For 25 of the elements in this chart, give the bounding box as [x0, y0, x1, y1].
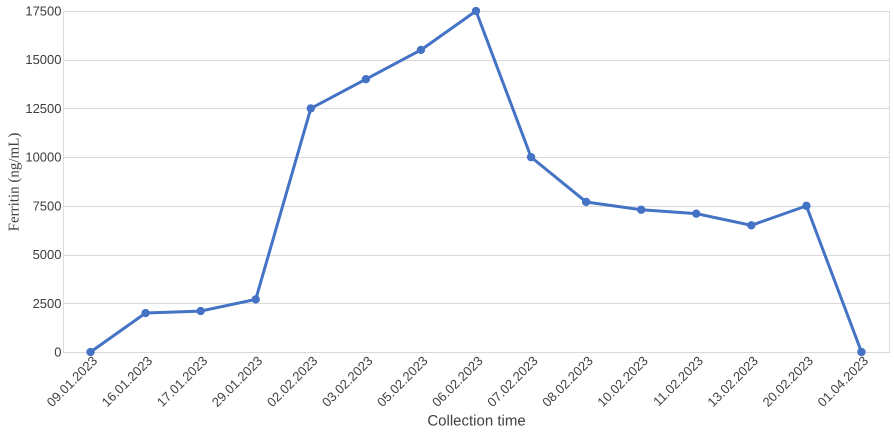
point	[141, 308, 150, 318]
y-tick-label: 15000	[25, 52, 62, 68]
y-tick-label: 17500	[25, 4, 62, 18]
y-tick-label: 12500	[25, 100, 62, 116]
point	[692, 209, 700, 218]
point	[416, 46, 426, 54]
point	[472, 6, 480, 16]
y-tick-label: 2500	[32, 296, 62, 311]
point	[86, 348, 95, 356]
point	[747, 221, 756, 230]
point	[582, 198, 590, 206]
point	[857, 348, 866, 356]
point	[362, 75, 370, 84]
y-tick-label: 0	[54, 344, 62, 360]
y-tick-label: 10000	[25, 150, 62, 165]
y-tick-label: 5000	[32, 247, 62, 262]
x-axis-title: Collection time	[427, 412, 526, 430]
y-tick-label: 7500	[32, 198, 62, 214]
point	[196, 306, 205, 316]
y-axis-title: Ferritin (ng/mL)	[6, 132, 22, 232]
point	[306, 104, 315, 113]
point	[802, 202, 811, 210]
point	[252, 295, 260, 304]
point	[637, 206, 646, 214]
point	[526, 152, 536, 162]
